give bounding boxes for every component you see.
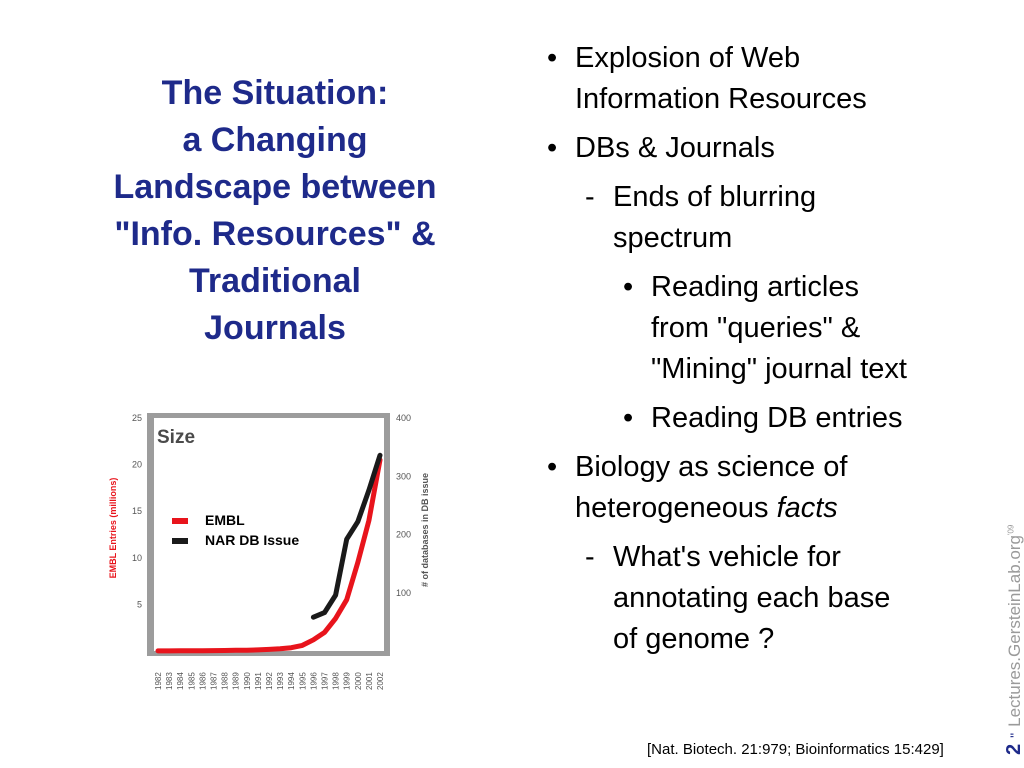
series-line-embl: [155, 457, 383, 654]
x-tick-label: 1993: [276, 672, 285, 690]
x-tick-label: 1983: [165, 672, 174, 690]
legend: EMBL NAR DB Issue: [172, 512, 299, 548]
bullet-line: Information Resources: [575, 83, 867, 115]
bullet-list: • Explosion of Web Information Resources…: [545, 38, 985, 668]
size-chart: Size EMBL Entries (millions) # of databa…: [108, 413, 430, 690]
bullet-marker: •: [547, 451, 558, 483]
x-tick-label: 1990: [243, 672, 252, 690]
x-tick-label: 1982: [154, 672, 163, 690]
title-line: Landscape between: [113, 168, 437, 206]
citation: [Nat. Biotech. 21:979; Bioinformatics 15…: [647, 741, 944, 758]
title-line: Traditional: [189, 262, 361, 300]
x-tick-label: 1987: [210, 672, 219, 690]
legend-swatch: [172, 538, 188, 544]
dash-marker: -: [585, 541, 595, 573]
title-line: The Situation:: [161, 74, 389, 112]
x-tick-label: 1997: [321, 672, 330, 690]
bullet-line: from "queries" &: [651, 312, 861, 344]
bullet-line: "Mining" journal text: [651, 353, 907, 385]
y-axis-label: EMBL Entries (millions): [108, 478, 118, 579]
bullet-dbs-journals: • DBs & Journals: [545, 128, 985, 169]
x-tick-label: 1985: [187, 672, 196, 690]
bullet-line: Biology as science of: [575, 451, 848, 483]
bullet-text: heterogeneous: [575, 492, 777, 524]
bullet-line: What's vehicle for: [613, 541, 841, 573]
y-right-tick-label: 100: [396, 588, 411, 598]
series-line-nar-db-issue: [310, 452, 383, 620]
y-tick-label: 5: [137, 599, 142, 609]
x-tick-label: 1989: [232, 672, 241, 690]
bullet-reading-articles: • Reading articles from "queries" & "Min…: [545, 267, 985, 390]
x-tick-label: 1996: [309, 672, 318, 690]
bullet-explosion-web: • Explosion of Web Information Resources: [545, 38, 985, 120]
bullet-line: Ends of blurring: [613, 181, 817, 213]
bullet-reading-db: • Reading DB entries: [545, 398, 985, 439]
x-tick-label: 2001: [365, 672, 374, 690]
sidebar-footer: 2 " Lectures.GersteinLab.org'09: [1003, 525, 1024, 755]
x-tick-label: 1994: [287, 672, 296, 690]
y-right-tick-label: 200: [396, 530, 411, 540]
x-tick-label: 1984: [176, 672, 185, 690]
y-right-tick-label: 400: [396, 413, 411, 423]
legend-swatch: [172, 518, 188, 524]
year-suffix: '09: [1006, 524, 1016, 536]
bullet-line: Reading articles: [651, 271, 859, 303]
page-number: 2: [1003, 743, 1024, 755]
title-line: a Changing: [182, 121, 368, 159]
bullet-line: DBs & Journals: [575, 132, 775, 164]
y-right-tick-labels: 100 200 300 400: [396, 413, 411, 598]
bullet-line: spectrum: [613, 222, 733, 254]
x-tick-label: 1995: [298, 672, 307, 690]
bullet-line: Explosion of Web: [575, 42, 801, 74]
bullet-marker: •: [623, 271, 634, 303]
bullet-vehicle: - What's vehicle for annotating each bas…: [545, 537, 985, 660]
bullet-line: of genome ?: [613, 623, 775, 655]
x-tick-label: 1988: [221, 672, 230, 690]
x-tick-labels: 1982 1983 1984 1985 1986 1987 1988 1989 1990 1991…: [154, 672, 385, 690]
bullet-line: annotating each base: [613, 582, 891, 614]
separator: ": [1007, 732, 1023, 738]
bullet-line: heterogeneous facts: [575, 488, 985, 529]
x-tick-label: 1999: [343, 672, 352, 690]
y-right-tick-label: 300: [396, 471, 411, 481]
title-line: Journals: [204, 309, 346, 347]
legend-label: EMBL: [205, 512, 245, 528]
x-tick-label: 2000: [354, 672, 363, 690]
title-line: "Info. Resources" &: [114, 215, 436, 253]
plot-area: [154, 418, 384, 651]
legend-label: NAR DB Issue: [205, 532, 299, 548]
y-tick-label: 20: [132, 460, 142, 470]
x-tick-label: 1986: [198, 672, 207, 690]
x-tick-label: 2002: [376, 672, 385, 690]
y-tick-labels: 5 10 15 20 25: [132, 413, 142, 609]
bullet-line: Reading DB entries: [651, 402, 903, 434]
slide-title: The Situation: a Changing Landscape betw…: [70, 70, 480, 352]
bullet-ends-blurring: - Ends of blurring spectrum: [545, 177, 985, 259]
chart-title: Size: [157, 427, 195, 448]
y-right-axis-label: # of databases in DB issue: [420, 473, 430, 587]
bullet-marker: •: [547, 42, 558, 74]
y-tick-label: 25: [132, 413, 142, 423]
x-tick-label: 1991: [254, 672, 263, 690]
x-tick-label: 1998: [332, 672, 341, 690]
series-lines: [155, 452, 383, 654]
bullet-marker: •: [547, 132, 558, 164]
x-tick-label: 1992: [265, 672, 274, 690]
bullet-marker: •: [623, 402, 634, 434]
site-name: Lectures.GersteinLab.org: [1005, 535, 1024, 727]
bullet-emphasis: facts: [776, 492, 838, 524]
bullet-biology-science: • Biology as science of heterogeneous fa…: [545, 447, 985, 529]
dash-marker: -: [585, 181, 595, 213]
y-tick-label: 10: [132, 553, 142, 563]
y-tick-label: 15: [132, 506, 142, 516]
